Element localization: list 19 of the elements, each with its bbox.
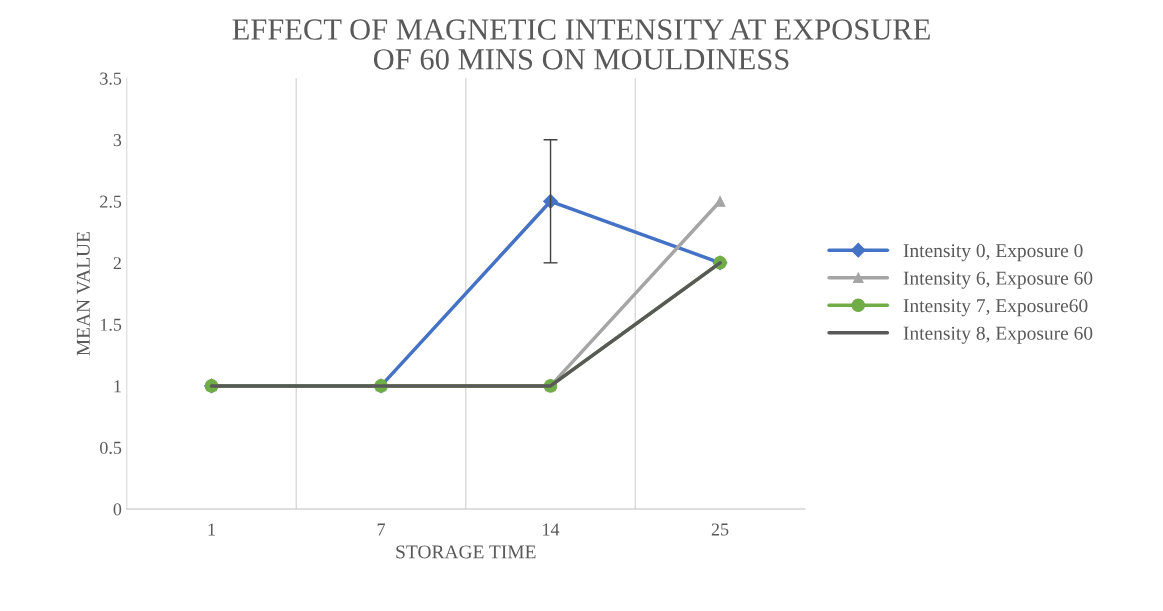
y-tick-label: 0.5 — [100, 441, 122, 454]
x-tick-label: 1 — [208, 523, 215, 536]
y-tick-label: 2 — [113, 257, 121, 270]
chart-title: EFFECT OF MAGNETIC INTENSITY AT EXPOSURE OF 60 MINS ON MOULDINESS — [232, 19, 930, 70]
x-tick-label: 14 — [543, 523, 560, 536]
y-tick-label: 0 — [113, 503, 122, 516]
y-tick-label: 3 — [113, 134, 122, 147]
x-axis-title: STORAGE TIME — [396, 545, 536, 559]
y-tick-label: 1.5 — [100, 318, 122, 331]
y-tick-label: 2.5 — [100, 195, 122, 208]
legend-label: Intensity 7, Exposure60 — [903, 299, 1088, 317]
x-tick-label: 7 — [377, 523, 386, 536]
legend-label: Intensity 8, Exposure 60 — [903, 326, 1093, 344]
x-tick-label: 25 — [711, 523, 729, 536]
y-axis-title: MEAN VALUE — [76, 231, 90, 356]
legend-label: Intensity 6, Exposure 60 — [903, 271, 1093, 289]
y-tick-label: 1 — [114, 380, 121, 393]
legend-label: Intensity 0, Exposure 0 — [903, 244, 1083, 262]
y-tick-label: 3.5 — [100, 72, 122, 85]
